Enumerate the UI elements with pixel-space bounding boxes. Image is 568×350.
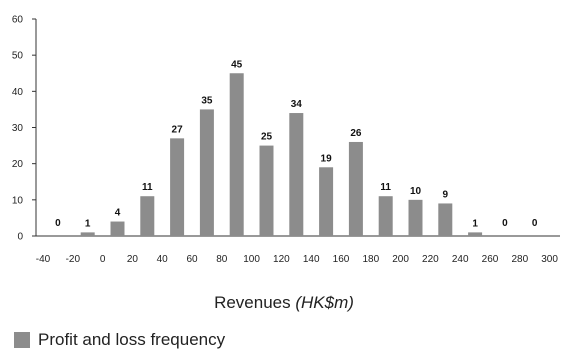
data-label: 1 bbox=[85, 218, 91, 229]
x-tick-label: 280 bbox=[511, 254, 528, 265]
bar bbox=[289, 113, 304, 236]
data-label: 0 bbox=[55, 218, 61, 229]
x-tick-label: 20 bbox=[127, 254, 139, 265]
data-label: 1 bbox=[472, 218, 478, 229]
y-tick-label: 40 bbox=[12, 87, 24, 98]
x-axis-label: Revenues bbox=[214, 293, 291, 312]
x-tick-label: 60 bbox=[186, 254, 198, 265]
y-tick-label: 50 bbox=[12, 51, 24, 62]
x-tick-label: -40 bbox=[36, 254, 51, 265]
data-label: 27 bbox=[172, 124, 184, 135]
data-label: 25 bbox=[261, 132, 273, 143]
legend: Profit and loss frequency bbox=[14, 330, 225, 350]
bar bbox=[229, 73, 244, 236]
data-label: 34 bbox=[291, 99, 303, 110]
x-tick-label: 80 bbox=[216, 254, 228, 265]
x-tick-label: 160 bbox=[333, 254, 350, 265]
x-tick-label: 200 bbox=[392, 254, 409, 265]
bar bbox=[378, 196, 393, 236]
bar bbox=[170, 138, 185, 236]
x-tick-label: 140 bbox=[303, 254, 320, 265]
data-label: 4 bbox=[115, 208, 121, 219]
data-label: 0 bbox=[532, 218, 538, 229]
y-axis: 0 10 20 30 40 50 60 bbox=[12, 15, 37, 243]
x-tick-label: 300 bbox=[541, 254, 558, 265]
bar bbox=[319, 167, 334, 236]
x-tick-label: 180 bbox=[362, 254, 379, 265]
bar bbox=[110, 221, 125, 236]
bar bbox=[438, 203, 453, 236]
data-label: 45 bbox=[231, 59, 243, 70]
y-tick-label: 20 bbox=[12, 159, 24, 170]
bar bbox=[259, 145, 274, 236]
data-label: 26 bbox=[350, 128, 362, 139]
y-tick-label: 60 bbox=[12, 15, 24, 26]
data-label: 19 bbox=[321, 153, 333, 164]
x-axis: -40 -20 0 20 40 60 80 100 120 140 160 180 200 220 240 2… bbox=[36, 235, 560, 265]
bar bbox=[468, 232, 483, 236]
x-tick-label: 40 bbox=[157, 254, 169, 265]
data-label: 9 bbox=[443, 189, 449, 200]
data-label: 35 bbox=[201, 95, 213, 106]
bar bbox=[140, 196, 155, 236]
x-tick-label: 0 bbox=[100, 254, 106, 265]
x-tick-label: 240 bbox=[452, 254, 469, 265]
data-label: 11 bbox=[142, 182, 153, 193]
bar bbox=[348, 141, 363, 236]
legend-label: Profit and loss frequency bbox=[38, 330, 226, 349]
bar bbox=[199, 109, 214, 236]
x-tick-label: -20 bbox=[66, 254, 81, 265]
x-axis-title: Revenues (HK$m) bbox=[0, 293, 568, 313]
legend-swatch bbox=[14, 332, 30, 348]
y-tick-label: 10 bbox=[12, 195, 24, 206]
x-tick-label: 120 bbox=[273, 254, 290, 265]
data-label: 11 bbox=[380, 182, 391, 193]
y-tick-label: 0 bbox=[17, 232, 23, 243]
bar bbox=[408, 199, 423, 236]
x-axis-unit: (HK$m) bbox=[295, 293, 354, 312]
data-label: 0 bbox=[502, 218, 508, 229]
data-label: 10 bbox=[410, 186, 422, 197]
bars-group bbox=[80, 73, 483, 236]
bar bbox=[80, 232, 95, 236]
y-tick-label: 30 bbox=[12, 123, 24, 134]
x-tick-label: 260 bbox=[482, 254, 499, 265]
x-tick-label: 100 bbox=[243, 254, 260, 265]
x-tick-label: 220 bbox=[422, 254, 439, 265]
